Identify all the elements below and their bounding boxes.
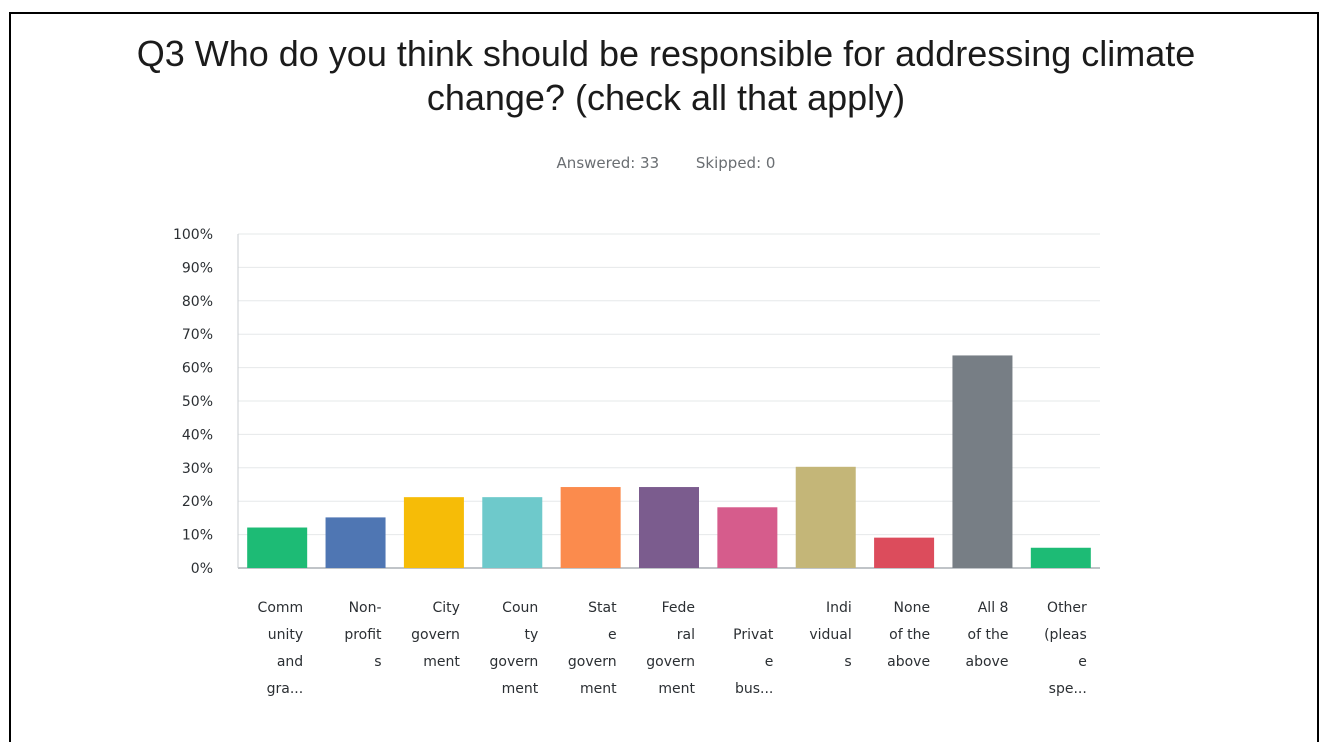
y-tick-label: 40% bbox=[182, 427, 213, 443]
x-tick-label: Comm bbox=[258, 600, 304, 616]
x-tick-label: Other bbox=[1047, 600, 1087, 616]
y-tick-label: 0% bbox=[191, 561, 213, 577]
x-tick-label: of the bbox=[968, 627, 1009, 643]
bar-4 bbox=[482, 497, 543, 568]
x-tick-label: vidual bbox=[809, 627, 851, 643]
bar-11 bbox=[1030, 547, 1091, 568]
x-tick-label: govern bbox=[411, 627, 460, 643]
x-tick-label: and bbox=[277, 654, 303, 670]
bar-6 bbox=[639, 487, 699, 568]
x-tick-label: ment bbox=[658, 681, 695, 697]
y-tick-label: 90% bbox=[182, 260, 213, 276]
y-tick-label: 50% bbox=[182, 394, 213, 410]
answered-count: Answered: 33 bbox=[556, 154, 660, 172]
x-tick-label: govern bbox=[490, 654, 539, 670]
y-tick-label: 100% bbox=[173, 227, 213, 243]
x-tick-label: ty bbox=[524, 627, 538, 643]
chart-frame: Q3 Who do you think should be responsibl… bbox=[9, 12, 1319, 742]
x-tick-label: ment bbox=[423, 654, 460, 670]
bar-1 bbox=[247, 527, 308, 568]
x-tick-label: of the bbox=[889, 627, 930, 643]
x-tick-label: Non- bbox=[349, 600, 382, 616]
x-tick-label: All 8 bbox=[978, 600, 1009, 616]
x-tick-label: e bbox=[765, 654, 774, 670]
x-tick-label: above bbox=[966, 654, 1009, 670]
x-tick-label: ral bbox=[677, 627, 695, 643]
x-tick-label: ment bbox=[502, 681, 539, 697]
bar-7 bbox=[717, 507, 778, 568]
x-tick-label: gra... bbox=[267, 681, 304, 697]
x-tick-label: e bbox=[608, 627, 617, 643]
x-tick-label: (pleas bbox=[1044, 627, 1087, 643]
x-tick-label: govern bbox=[646, 654, 695, 670]
x-tick-label: govern bbox=[568, 654, 617, 670]
bar-9 bbox=[874, 537, 935, 568]
x-tick-label: e bbox=[1078, 654, 1087, 670]
bar-8 bbox=[795, 466, 856, 568]
bar-10 bbox=[952, 355, 1013, 568]
x-tick-label: above bbox=[887, 654, 930, 670]
x-tick-label: Privat bbox=[733, 627, 774, 643]
title-line-1: Q3 Who do you think should be responsibl… bbox=[136, 33, 1196, 74]
y-tick-label: 70% bbox=[182, 327, 213, 343]
x-tick-label: s bbox=[844, 654, 851, 670]
x-tick-label: Indi bbox=[826, 600, 852, 616]
y-tick-label: 80% bbox=[182, 294, 213, 310]
x-tick-label: None bbox=[894, 600, 931, 616]
bar-2 bbox=[325, 517, 386, 568]
x-tick-label: profit bbox=[344, 627, 382, 643]
x-tick-label: spe... bbox=[1049, 681, 1087, 697]
y-tick-label: 30% bbox=[182, 461, 213, 477]
x-tick-label: s bbox=[374, 654, 381, 670]
x-tick-label: ment bbox=[580, 681, 617, 697]
x-tick-label: Stat bbox=[588, 600, 617, 616]
y-tick-label: 10% bbox=[182, 528, 213, 544]
x-tick-label: unity bbox=[268, 627, 303, 643]
y-tick-label: 20% bbox=[182, 494, 213, 510]
y-tick-label: 60% bbox=[182, 361, 213, 377]
bar-5 bbox=[560, 487, 621, 568]
x-tick-label: Fede bbox=[662, 600, 695, 616]
title-line-2: change? (check all that apply) bbox=[426, 77, 906, 118]
chart-title: Q3 Who do you think should be responsibl… bbox=[11, 32, 1321, 120]
skipped-count: Skipped: 0 bbox=[695, 154, 776, 172]
x-tick-label: City bbox=[432, 600, 459, 616]
response-stats: Answered: 33 Skipped: 0 bbox=[11, 154, 1321, 172]
x-tick-label: bus... bbox=[735, 681, 773, 697]
bar-3 bbox=[403, 497, 464, 568]
x-tick-label: Coun bbox=[502, 600, 538, 616]
